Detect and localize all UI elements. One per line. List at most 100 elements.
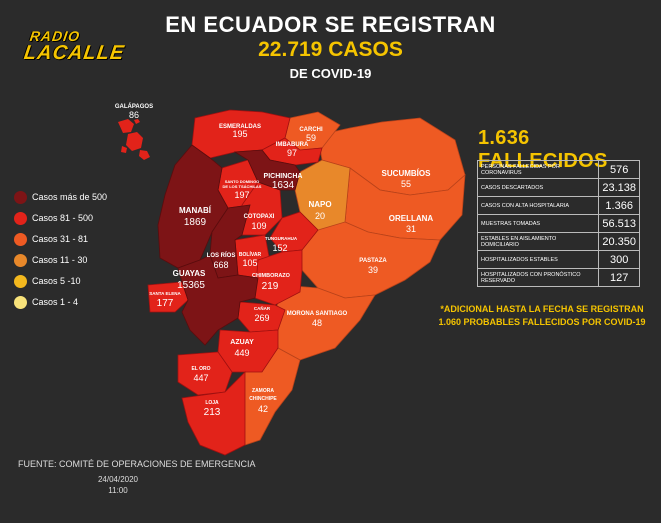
table-row: HOSPITALIZADOS CON PRONÓSTICO RESERVADO …: [476, 268, 640, 287]
label-santo-domingo-2: DE LOS TSÁCHILAS: [223, 184, 262, 189]
value-canar: 269: [254, 313, 269, 323]
value-cotopaxi: 109: [251, 221, 266, 231]
value-napo: 20: [315, 211, 325, 221]
legend-swatch: [14, 232, 27, 246]
province-loja: [181, 371, 246, 456]
legend-item: Casos 31 - 81: [14, 230, 107, 248]
value-zamora-chinchipe: 42: [258, 404, 268, 414]
legend-label: Casos más de 500: [32, 192, 108, 202]
table-row: ESTABLES EN AISLAMIENTO DOMICILIARIO 20.…: [476, 232, 640, 251]
value-azuay: 449: [234, 348, 249, 358]
province-pichincha: [233, 149, 301, 191]
stat-value: 23.138: [598, 178, 640, 197]
stats-table: PERSONAS FALLECIDAS POR CORONAVIRUS 576 …: [476, 160, 640, 287]
stat-value: 127: [598, 268, 640, 287]
label-pichincha: PICHINCHA: [264, 173, 303, 180]
stat-label: HOSPITALIZADOS CON PRONÓSTICO RESERVADO: [476, 268, 600, 287]
label-pastaza: PASTAZA: [359, 258, 387, 264]
value-tungurahua: 152: [272, 243, 287, 253]
legend-item: Casos 1 - 4: [14, 293, 107, 311]
value-morona-santiago: 48: [312, 318, 322, 328]
legend-swatch: [14, 274, 27, 288]
value-bolivar: 105: [242, 258, 257, 268]
value-santo-domingo: 197: [234, 190, 249, 200]
legend-label: Casos 11 - 30: [32, 255, 88, 265]
stat-value: 56.513: [598, 214, 640, 233]
legend-label: Casos 1 - 4: [32, 297, 79, 307]
province-chimborazo: [254, 249, 303, 306]
stat-value: 1.366: [598, 196, 640, 215]
value-manabi: 1869: [184, 217, 207, 228]
label-azuay: AZUAY: [230, 339, 254, 346]
stat-label: PERSONAS FALLECIDAS POR CORONAVIRUS: [476, 160, 600, 179]
value-imbabura: 97: [287, 148, 297, 158]
stat-value: 20.350: [598, 232, 640, 251]
table-row: CASOS DESCARTADOS 23.138: [476, 178, 640, 197]
note-line-1: *ADICIONAL HASTA LA FECHA SE REGISTRAN: [440, 304, 644, 314]
legend-label: Casos 31 - 81: [32, 234, 89, 244]
value-sucumbios: 55: [401, 179, 411, 189]
province-napo: [294, 159, 351, 231]
headline: EN ECUADOR SE REGISTRAN: [165, 12, 496, 37]
legend-item: Casos 5 -10: [14, 272, 107, 290]
label-loja: LOJA: [205, 400, 219, 406]
label-cotopaxi: COTOPAXI: [244, 214, 275, 220]
label-manabi: MANABÍ: [179, 206, 212, 215]
report-time: 11:00: [108, 486, 128, 495]
table-row: HOSPITALIZADOS ESTABLES 300: [476, 250, 640, 269]
map-legend: Casos más de 500 Casos 81 - 500 Casos 31…: [14, 188, 107, 314]
label-sucumbios: SUCUMBÍOS: [382, 169, 432, 178]
label-napo: NAPO: [308, 200, 331, 209]
legend-item: Casos 81 - 500: [14, 209, 107, 227]
label-carchi: CARCHI: [299, 127, 323, 133]
label-zamora-2: CHINCHIPE: [249, 396, 277, 402]
legend-swatch: [14, 211, 27, 225]
value-carchi: 59: [306, 133, 316, 143]
label-tungurahua: TUNGURAHUA: [265, 236, 298, 241]
legend-swatch: [14, 295, 27, 309]
value-santa-elena: 177: [157, 298, 174, 309]
case-total: 22.719 CASOS: [258, 38, 403, 61]
table-row: PERSONAS FALLECIDAS POR CORONAVIRUS 576: [476, 160, 640, 179]
value-los-rios: 668: [213, 260, 228, 270]
value-el-oro: 447: [193, 373, 208, 383]
additional-note: *ADICIONAL HASTA LA FECHA SE REGISTRAN 1…: [436, 303, 648, 329]
label-zamora-1: ZAMORA: [252, 388, 274, 394]
label-santa-elena: SANTA ELENA: [149, 291, 181, 296]
note-line-2: 1.060 PROBABLES FALLECIDOS POR COVID-19: [438, 317, 646, 327]
legend-swatch: [14, 253, 27, 267]
label-guayas: GUAYAS: [173, 269, 206, 278]
table-row: MUESTRAS TOMADAS 56.513: [476, 214, 640, 233]
label-morona-santiago: MORONA SANTIAGO: [287, 311, 348, 317]
province-santa-elena: [147, 281, 189, 313]
source-text: FUENTE: COMITÉ DE OPERACIONES DE EMERGEN…: [18, 459, 256, 469]
stat-label: MUESTRAS TOMADAS: [476, 214, 600, 233]
stat-label: ESTABLES EN AISLAMIENTO DOMICILIARIO: [476, 232, 600, 251]
label-galapagos: GALÁPAGOS: [115, 103, 153, 110]
report-datetime: 24/04/2020 11:00: [88, 474, 148, 496]
value-pichincha: 1634: [272, 180, 295, 191]
province-guayas: [177, 254, 259, 346]
table-row: CASOS CON ALTA HOSPITALARIA 1.366: [476, 196, 640, 215]
legend-item: Casos 11 - 30: [14, 251, 107, 269]
legend-swatch: [14, 190, 27, 204]
label-orellana: ORELLANA: [389, 214, 434, 223]
value-esmeraldas: 195: [232, 129, 247, 139]
label-canar: CAÑAR: [254, 305, 271, 311]
galapagos-islands: [118, 119, 150, 160]
value-orellana: 31: [406, 224, 416, 234]
stat-value: 300: [598, 250, 640, 269]
value-pastaza: 39: [368, 265, 378, 275]
label-esmeraldas: ESMERALDAS: [219, 124, 261, 130]
stat-value: 576: [598, 160, 640, 179]
value-galapagos: 86: [129, 110, 139, 120]
legend-label: Casos 5 -10: [32, 276, 81, 286]
label-imbabura: IMBABURA: [276, 142, 309, 148]
legend-item: Casos más de 500: [14, 188, 107, 206]
stat-label: CASOS DESCARTADOS: [476, 178, 600, 197]
label-el-oro: EL ORO: [191, 366, 210, 372]
headline-sub: DE COVID-19: [289, 66, 372, 81]
value-chimborazo: 219: [262, 281, 279, 292]
map-labels: GALÁPAGOS 86 ESMERALDAS 195 CARCHI 59 IM…: [115, 103, 434, 418]
